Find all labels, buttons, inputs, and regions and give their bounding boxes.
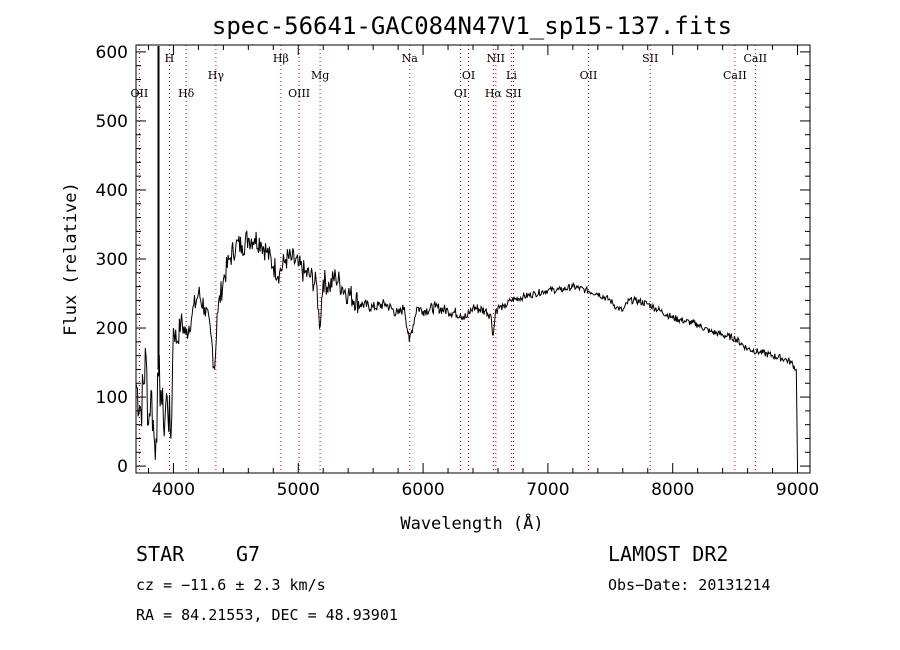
y-tick-label: 500 <box>96 112 128 132</box>
spectrum-line <box>135 229 798 467</box>
line-marker-label: Mg <box>311 69 329 82</box>
line-marker-label: NII <box>487 52 505 65</box>
x-tick-label: 6000 <box>401 480 444 500</box>
line-marker-label: OIII <box>288 87 310 100</box>
line-marker-label: OII <box>580 69 598 82</box>
x-tick-label: 7000 <box>526 480 569 500</box>
x-tick-label: 8000 <box>651 480 694 500</box>
line-marker-label: SII <box>505 87 521 100</box>
survey-name: LAMOST DR2 <box>608 542 729 566</box>
y-axis-label: Flux (relative) <box>61 182 81 336</box>
line-marker-label: Na <box>402 52 419 65</box>
x-tick-label: 9000 <box>776 480 819 500</box>
line-marker-label: OI <box>462 69 475 82</box>
ra-dec: RA = 84.21553, DEC = 48.93901 <box>136 606 398 624</box>
object-subclass: G7 <box>236 542 261 566</box>
x-tick-label: 5000 <box>277 480 320 500</box>
line-marker-label: H <box>165 52 175 65</box>
obs-date: Obs−Date: 20131214 <box>608 576 771 594</box>
chart-title: spec-56641-GAC084N47V1_sp15-137.fits <box>212 12 732 40</box>
redshift-cz: cz = −11.6 ± 2.3 km/s <box>136 576 326 594</box>
y-tick-label: 200 <box>96 319 128 339</box>
line-marker-label: CaII <box>723 69 747 82</box>
line-marker-label: OI <box>454 87 467 100</box>
line-marker-label: SII <box>642 52 658 65</box>
line-marker-label: Hα <box>485 87 503 100</box>
y-tick-label: 600 <box>96 43 128 63</box>
y-tick-label: 0 <box>117 457 128 477</box>
x-axis-label: Wavelength (Å) <box>400 512 543 534</box>
axis-ticks: 4000 5000 6000 7000 8000 9000 0 100 200 300 400 500… <box>96 43 820 500</box>
line-marker-label: Hβ <box>273 52 289 65</box>
x-tick-label: 4000 <box>152 480 195 500</box>
plot-frame <box>135 44 811 474</box>
line-marker-label: Li <box>506 69 517 82</box>
y-tick-label: 100 <box>96 388 128 408</box>
line-marker-label: Hδ <box>178 87 195 100</box>
line-marker-label: CaII <box>743 52 767 65</box>
object-class: STAR <box>136 542 185 566</box>
y-tick-label: 400 <box>96 181 128 201</box>
line-marker-label: Hγ <box>208 69 225 82</box>
y-tick-label: 300 <box>96 250 128 270</box>
